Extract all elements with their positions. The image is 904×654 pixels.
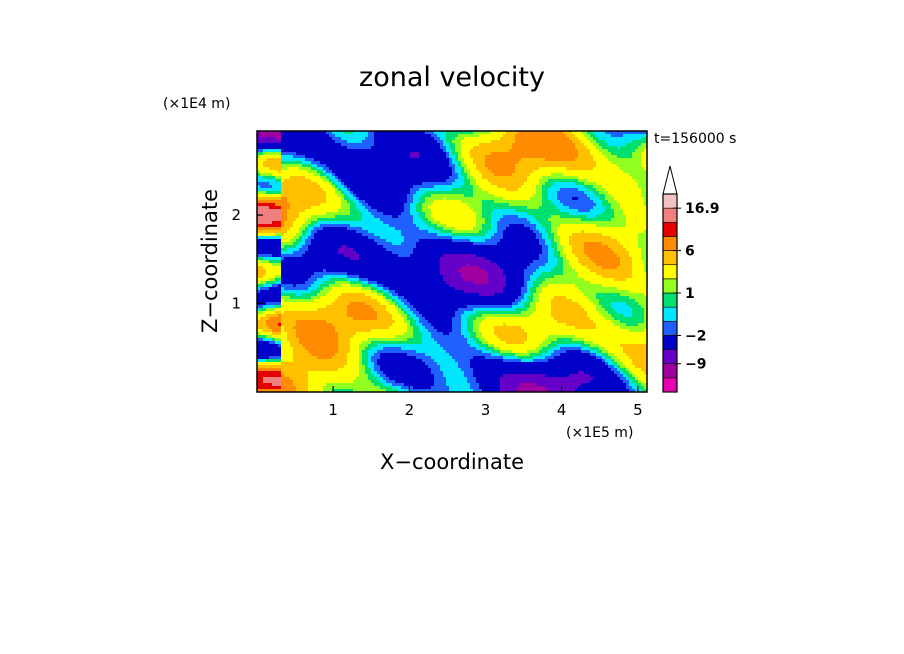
chart-title: zonal velocity bbox=[359, 62, 545, 93]
colorbar-segment bbox=[662, 221, 678, 237]
x-tick-label: 2 bbox=[405, 401, 415, 419]
time-label: t=156000 s bbox=[654, 131, 736, 147]
plot-frame bbox=[256, 130, 648, 393]
colorbar-label: −2 bbox=[685, 328, 706, 344]
x-tick-label: 1 bbox=[328, 401, 338, 419]
colorbar-label: 6 bbox=[685, 244, 695, 260]
colorbar-segment bbox=[662, 264, 678, 280]
colorbar-segment bbox=[662, 278, 678, 294]
y-tick-label: 1 bbox=[231, 295, 241, 313]
x-axis: 1 2 3 4 5 bbox=[328, 386, 643, 419]
colorbar-segment bbox=[662, 250, 678, 266]
x-axis-label: X−coordinate bbox=[380, 450, 524, 474]
y-scale-label: (×1E4 m) bbox=[163, 96, 230, 112]
colorbar-segment bbox=[662, 349, 678, 365]
colorbar-segment bbox=[662, 236, 678, 251]
velocity-field bbox=[257, 131, 647, 392]
plot-area bbox=[256, 130, 648, 393]
colorbar-segment bbox=[662, 306, 678, 322]
colorbar-extend-arrow bbox=[662, 165, 678, 195]
colorbar-label: 16.9 bbox=[685, 201, 720, 217]
colorbar-segment bbox=[662, 335, 678, 350]
colorbar-segment bbox=[662, 363, 678, 379]
colorbar-segment bbox=[662, 320, 678, 336]
colorbar-segment bbox=[662, 377, 678, 393]
y-axis-label: Z−coordinate bbox=[198, 189, 222, 333]
colorbar-label: −9 bbox=[685, 357, 706, 373]
y-tick-label: 2 bbox=[231, 206, 241, 224]
x-tick-label: 3 bbox=[481, 401, 491, 419]
colorbar-segment bbox=[662, 193, 678, 209]
colorbar-segment bbox=[662, 207, 678, 223]
x-tick-label: 5 bbox=[633, 401, 643, 419]
colorbar-segment bbox=[662, 292, 678, 308]
y-axis: 12 bbox=[231, 206, 263, 313]
x-tick-label: 4 bbox=[557, 401, 567, 419]
x-scale-label: (×1E5 m) bbox=[566, 425, 633, 441]
colorbar-label: 1 bbox=[685, 286, 695, 302]
colorbar: 16.9 6 1 −2 −9 bbox=[662, 165, 720, 393]
